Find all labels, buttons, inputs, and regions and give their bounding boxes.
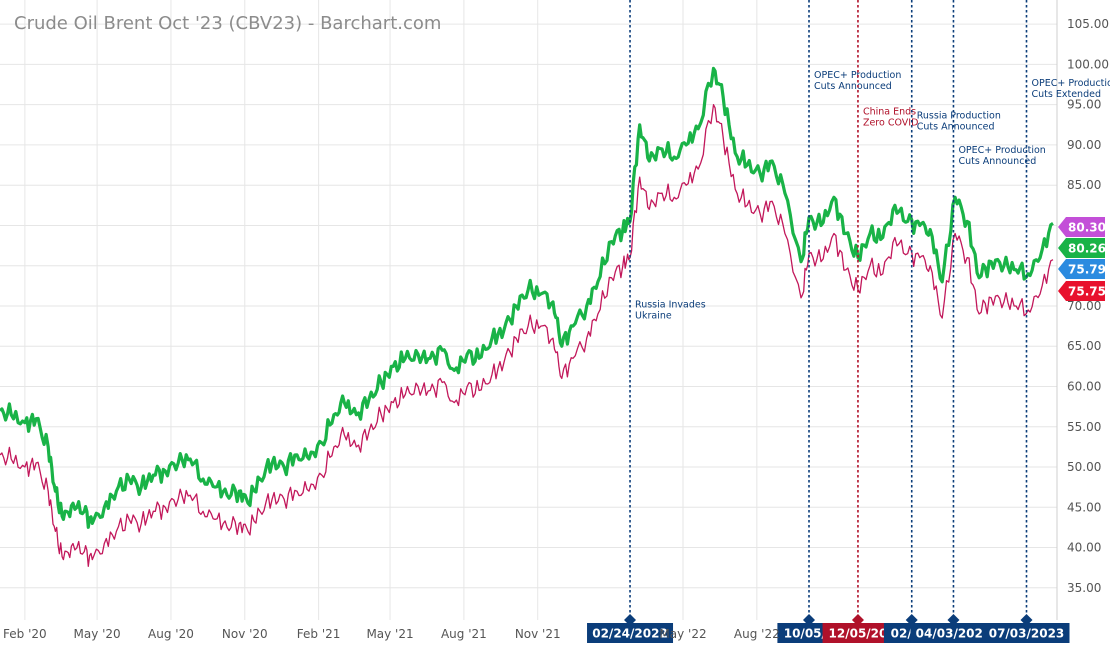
event-date-label: 12/05/20 — [829, 627, 888, 641]
event-annotation: Russia Invades — [635, 300, 706, 311]
series-line-2 — [0, 104, 1054, 567]
price-tag-label: 80.26 — [1068, 242, 1106, 256]
event-date-label: 10/05/2 — [784, 627, 835, 641]
y-tick-label: 105.00 — [1067, 17, 1109, 31]
event-annotation: Cuts Announced — [814, 81, 892, 92]
y-tick-label: 50.00 — [1067, 460, 1101, 474]
x-tick-label: May '20 — [74, 627, 121, 641]
event-date-badge[interactable] — [910, 623, 997, 643]
y-tick-label: 60.00 — [1067, 379, 1101, 393]
series-line-1 — [0, 66, 1054, 529]
event-annotation: China Ends — [863, 106, 916, 117]
vertical-gridlines — [24, 0, 758, 620]
price-tags: 80.30 80.26 75.79 75.75 — [1058, 217, 1106, 301]
x-tick-label: Aug '21 — [441, 627, 487, 641]
x-tick-label: Feb '21 — [297, 627, 341, 641]
event-date-label: 04/03/2023 — [916, 627, 992, 641]
x-tick-label: Nov '21 — [515, 627, 561, 641]
event-annotation: Cuts Announced — [917, 121, 995, 132]
event-annotation: Cuts Announced — [958, 156, 1036, 167]
y-tick-label: 90.00 — [1067, 138, 1101, 152]
y-tick-label: 100.00 — [1067, 57, 1109, 71]
event-date-label: 02/24/2022 — [592, 627, 668, 641]
event-date-badge[interactable] — [822, 623, 894, 643]
y-tick-label: 40.00 — [1067, 541, 1101, 555]
x-tick-label: Aug '20 — [148, 627, 194, 641]
event-annotation: Cuts Extended — [1032, 89, 1101, 100]
y-tick-label: 65.00 — [1067, 339, 1101, 353]
price-tag — [1058, 217, 1105, 237]
event-date-badge[interactable] — [983, 623, 1070, 643]
y-tick-label: 45.00 — [1067, 500, 1101, 514]
price-tag — [1058, 238, 1105, 258]
price-tag — [1058, 281, 1105, 301]
series-layer — [0, 66, 1054, 567]
chart-title: Crude Oil Brent Oct '23 (CBV23) - Barcha… — [14, 13, 441, 34]
horizontal-gridlines — [0, 23, 1057, 589]
x-tick-label: May '22 — [659, 627, 706, 641]
y-tick-label: 95.00 — [1067, 98, 1101, 112]
event-annotation: OPEC+ Production — [958, 145, 1045, 156]
price-tag-label: 75.79 — [1068, 263, 1106, 277]
y-tick-label: 70.00 — [1067, 299, 1101, 313]
time-axis-ticks: Feb '20 May '20 Aug '20 Nov '20 Feb '21 May '… — [3, 627, 780, 641]
event-annotation: Russia Production — [917, 110, 1001, 121]
x-tick-label: Feb '20 — [3, 627, 47, 641]
y-tick-label: 35.00 — [1067, 581, 1101, 595]
price-tag-label: 80.30 — [1068, 221, 1106, 235]
y-tick-label: 55.00 — [1067, 420, 1101, 434]
x-tick-label: May '21 — [366, 627, 413, 641]
price-tag-label: 75.75 — [1068, 285, 1106, 299]
price-axis-ticks: 35.00 40.00 45.00 50.00 55.00 60.00 65.00 70.00… — [1067, 17, 1109, 595]
x-tick-label: Aug '22 — [734, 627, 780, 641]
x-tick-label: Nov '20 — [222, 627, 268, 641]
event-annotation: Zero COVID — [863, 117, 918, 128]
event-annotation: OPEC+ Production — [1032, 78, 1110, 89]
price-tag — [1058, 259, 1105, 279]
event-annotation: Ukraine — [635, 311, 672, 322]
event-date-label: 07/03/2023 — [989, 627, 1065, 641]
event-date-badge[interactable] — [587, 623, 674, 643]
y-tick-label: 85.00 — [1067, 178, 1101, 192]
